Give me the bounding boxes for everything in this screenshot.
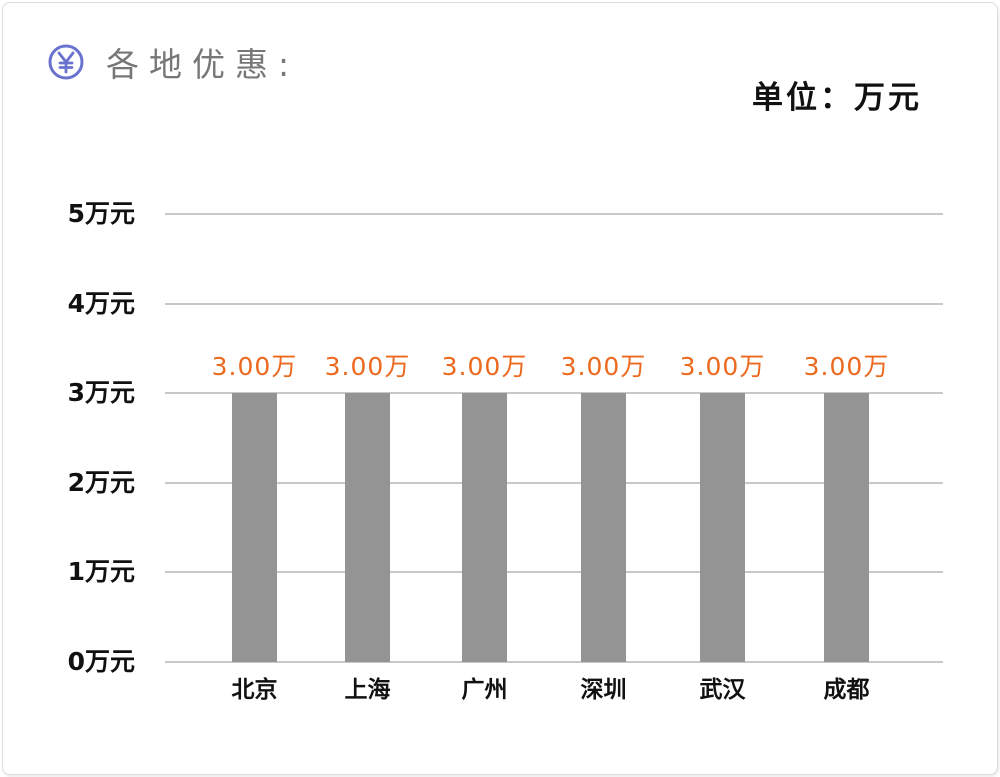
gridline: [165, 661, 943, 663]
y-axis-tick-label: 4万元: [67, 288, 135, 318]
x-axis-category-label: 武汉: [699, 677, 746, 703]
gridline: [165, 213, 943, 215]
bar: [345, 393, 390, 662]
gridline: [165, 481, 943, 484]
unit-label: 单位：万元: [752, 80, 922, 116]
x-axis-category-label: 广州: [461, 677, 508, 703]
gridline: [165, 302, 943, 305]
bar: [462, 393, 507, 662]
bar-value-label: 3.00万: [441, 352, 528, 382]
bar-value-label: 3.00万: [803, 352, 890, 382]
bar-value-label: 3.00万: [324, 352, 411, 382]
bar: [700, 393, 745, 662]
chart-title: 各地优惠:: [106, 45, 300, 84]
x-axis-category-label: 成都: [823, 677, 870, 703]
gridline: [165, 392, 943, 395]
y-axis-tick-label: 5万元: [67, 199, 135, 228]
chart-header: 各地优惠:: [48, 40, 299, 84]
bar: [581, 393, 626, 662]
x-axis-category-label: 上海: [344, 677, 391, 703]
y-axis-tick-label: 3万元: [67, 378, 135, 408]
bar: [232, 393, 277, 662]
x-axis-category-label: 深圳: [580, 677, 627, 703]
bar-value-label: 3.00万: [560, 352, 647, 382]
y-axis-tick-label: 1万元: [67, 557, 135, 587]
x-axis-category-label: 北京: [231, 677, 278, 703]
bar-value-label: 3.00万: [211, 352, 298, 382]
bar: [824, 393, 869, 662]
gridline: [165, 571, 943, 574]
y-axis-tick-label: 0万元: [67, 647, 135, 676]
y-axis-tick-label: 2万元: [67, 467, 135, 497]
bar-value-label: 3.00万: [679, 352, 766, 382]
yen-circle-icon: [48, 44, 84, 80]
